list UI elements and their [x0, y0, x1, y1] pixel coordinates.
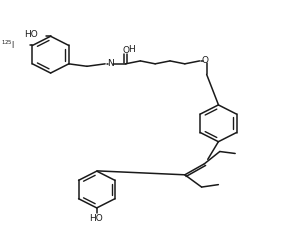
- Text: HO: HO: [24, 30, 38, 39]
- Text: HO: HO: [89, 215, 103, 223]
- Text: $^{125}$I: $^{125}$I: [1, 38, 15, 51]
- Text: O: O: [122, 46, 129, 55]
- Text: O: O: [201, 56, 208, 65]
- Text: H: H: [128, 45, 135, 54]
- Text: N: N: [107, 59, 114, 68]
